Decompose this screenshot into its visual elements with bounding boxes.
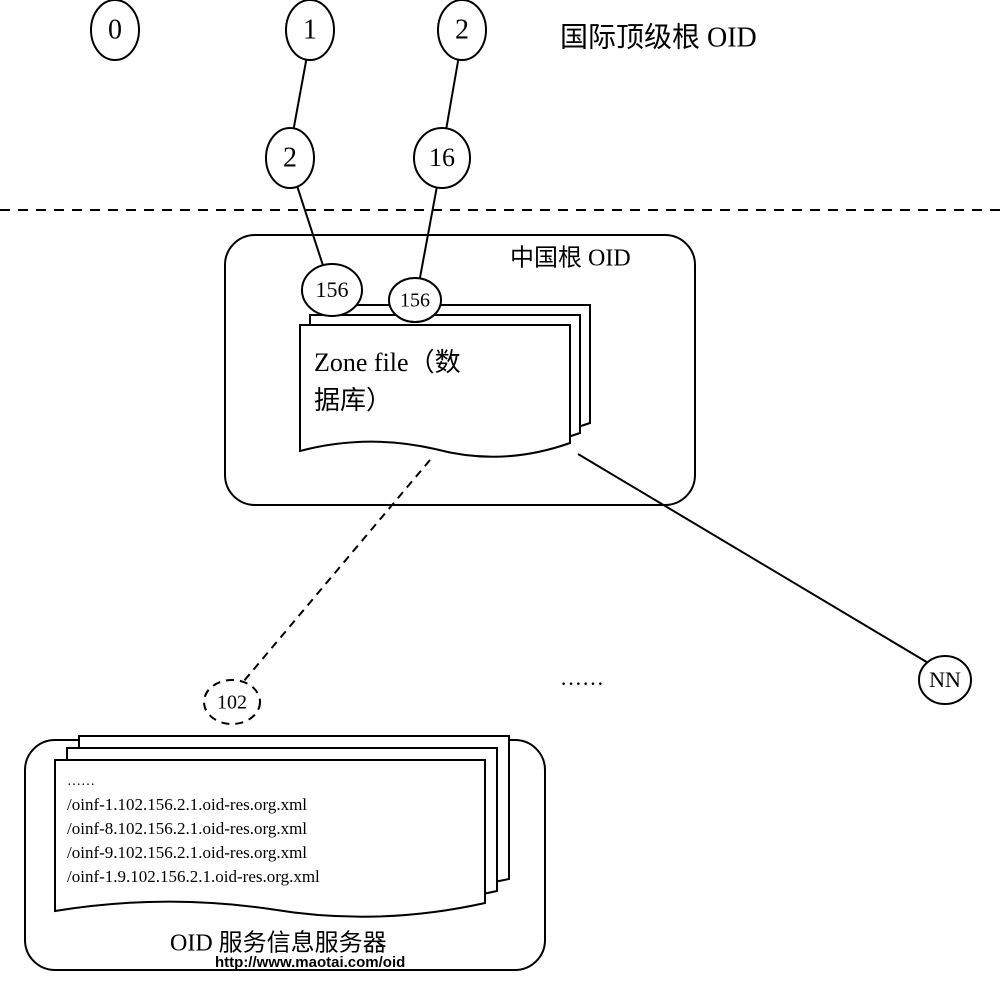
svg-text:Zone file（数: Zone file（数 xyxy=(314,348,461,377)
edge xyxy=(294,60,307,129)
node-n102: 102 xyxy=(204,680,260,724)
svg-text:156: 156 xyxy=(316,277,349,302)
svg-text:中国根 OID: 中国根 OID xyxy=(510,245,631,272)
svg-text:16: 16 xyxy=(429,143,455,172)
svg-text:1: 1 xyxy=(303,14,317,45)
svg-text:2: 2 xyxy=(455,14,469,45)
node-nNN: NN xyxy=(919,656,971,704)
svg-text:0: 0 xyxy=(108,14,122,45)
svg-text:/oinf-1.9.102.156.2.1.oid-res.: /oinf-1.9.102.156.2.1.oid-res.org.xml xyxy=(67,867,320,886)
svg-text:国际顶级根 OID: 国际顶级根 OID xyxy=(560,21,757,53)
svg-text:……: …… xyxy=(67,774,95,789)
server-doc: …… /oinf-1.102.156.2.1.oid-res.org.xml/oi… xyxy=(55,736,509,917)
svg-text:156: 156 xyxy=(400,290,430,312)
zone-file-doc: Zone file（数据库） xyxy=(300,305,590,457)
node-n156a: 156 xyxy=(302,264,362,316)
node-n2b: 2 xyxy=(266,128,314,188)
svg-text:102: 102 xyxy=(217,692,247,714)
node-n2a: 2 xyxy=(438,0,486,60)
svg-text:/oinf-1.102.156.2.1.oid-res.or: /oinf-1.102.156.2.1.oid-res.org.xml xyxy=(67,795,307,814)
server-url: http://www.maotai.com/oid xyxy=(215,954,405,971)
edge xyxy=(446,60,458,129)
edge xyxy=(297,187,323,266)
diagram-canvas: 中国根 OID Zone file（数据库） 0 1 2 2 16 156 156 NN 102 ……… xyxy=(0,0,1000,989)
svg-text:OID 服务信息服务器: OID 服务信息服务器 xyxy=(170,930,387,957)
edge-zone-to-nn xyxy=(578,454,930,664)
svg-text:据库）: 据库） xyxy=(314,386,392,415)
edge-zone-to-102 xyxy=(238,460,430,688)
svg-text:2: 2 xyxy=(283,142,297,173)
svg-text:NN: NN xyxy=(929,667,961,692)
svg-text:/oinf-9.102.156.2.1.oid-res.or: /oinf-9.102.156.2.1.oid-res.org.xml xyxy=(67,843,307,862)
node-n1: 1 xyxy=(286,0,334,60)
node-n156b: 156 xyxy=(389,278,441,322)
svg-text:/oinf-8.102.156.2.1.oid-res.or: /oinf-8.102.156.2.1.oid-res.org.xml xyxy=(67,819,307,838)
node-n0: 0 xyxy=(91,0,139,60)
edge xyxy=(420,187,437,278)
node-n16: 16 xyxy=(414,128,470,188)
svg-text:……: …… xyxy=(560,665,604,690)
